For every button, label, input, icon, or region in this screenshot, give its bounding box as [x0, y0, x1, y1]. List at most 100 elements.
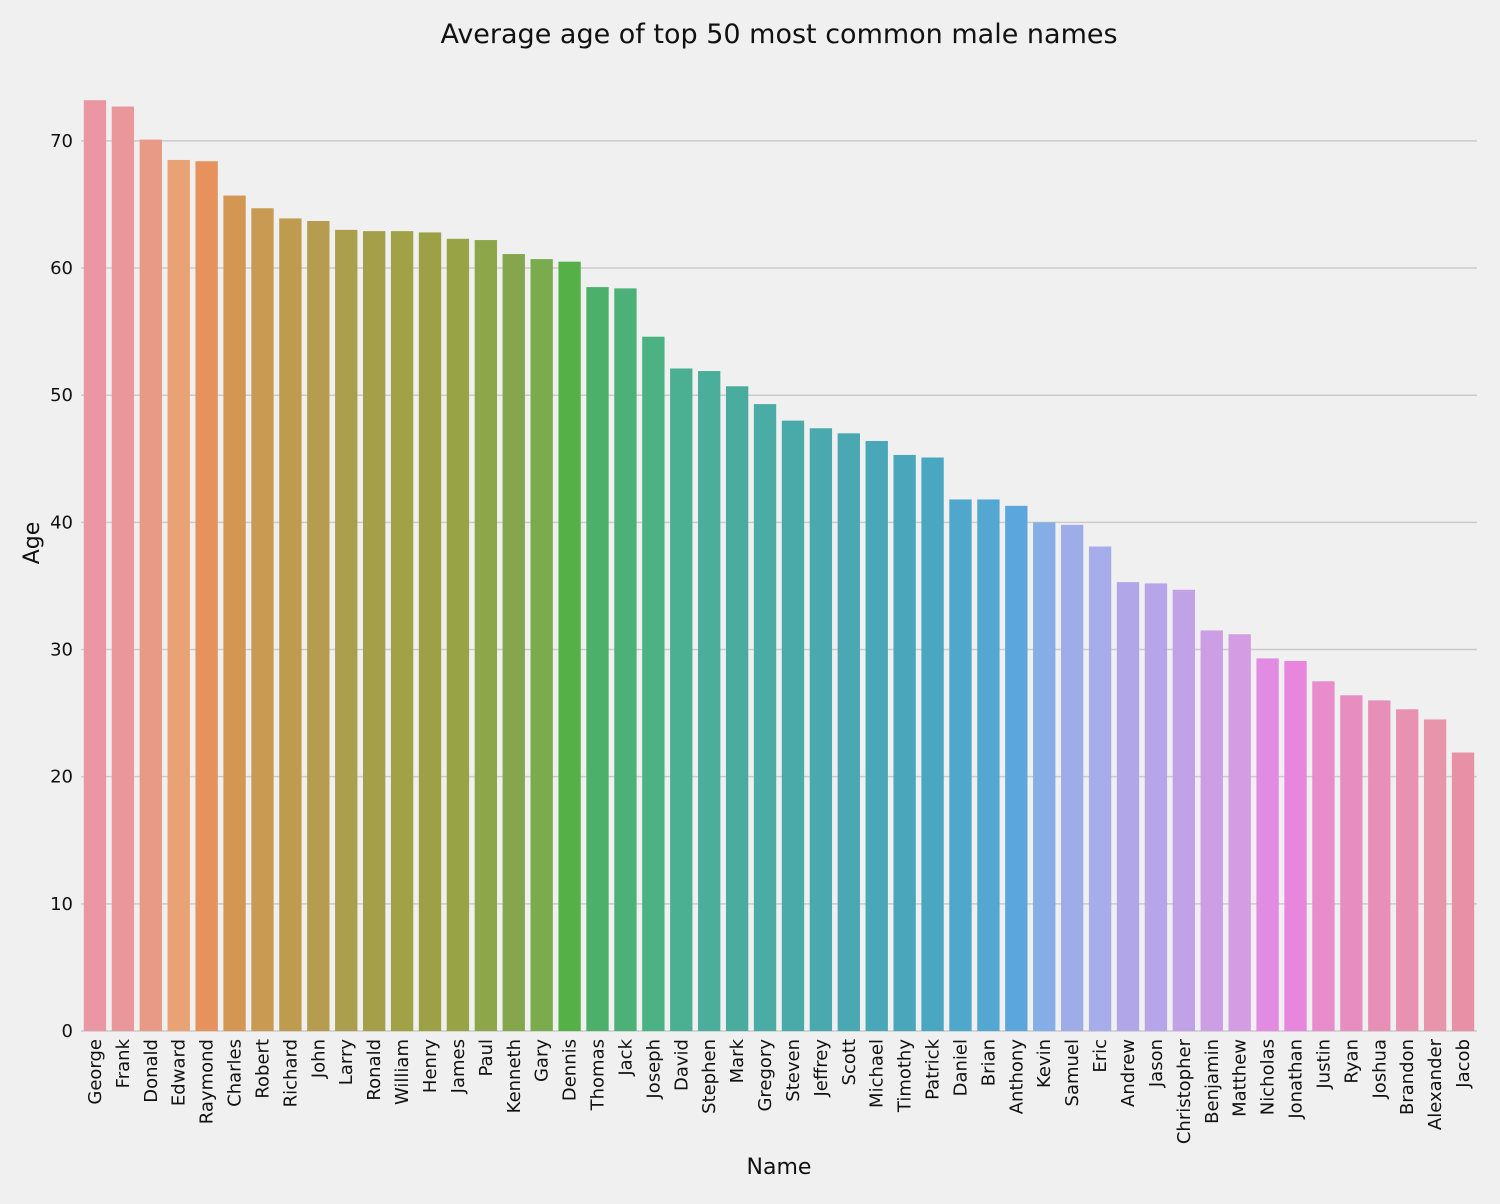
x-tick-label: Samuel — [1062, 1039, 1083, 1106]
bar-gary — [530, 259, 553, 1031]
bar-jacob — [1451, 752, 1475, 1031]
y-tick-label: 50 — [50, 385, 73, 406]
x-tick-label: Timothy — [895, 1039, 916, 1113]
bar-jeffrey — [809, 428, 833, 1031]
x-tick-label: Scott — [839, 1039, 860, 1085]
x-tick-label: Kevin — [1034, 1039, 1055, 1088]
x-tick-label: Justin — [1313, 1039, 1334, 1090]
bar-john — [307, 220, 330, 1031]
bars — [83, 100, 1475, 1032]
bar-scott — [837, 433, 860, 1031]
x-tick-label: Robert — [252, 1039, 273, 1099]
x-tick-label: Larry — [336, 1039, 357, 1086]
x-tick-label: Christopher — [1174, 1038, 1195, 1144]
x-tick-label: John — [308, 1039, 329, 1079]
bar-daniel — [949, 499, 972, 1031]
bar-anthony — [1005, 505, 1028, 1031]
bar-andrew — [1116, 582, 1140, 1031]
x-tick-label: Jason — [1146, 1039, 1167, 1088]
x-tick-label: Mark — [727, 1038, 748, 1083]
y-tick-label: 0 — [62, 1021, 73, 1042]
x-tick-label: Paul — [476, 1039, 497, 1077]
x-tick-label: Henry — [420, 1039, 441, 1093]
bar-william — [390, 231, 414, 1031]
bar-justin — [1312, 681, 1335, 1031]
bar-samuel — [1060, 524, 1084, 1031]
x-tick-label: Frank — [113, 1038, 134, 1088]
x-tick-label: James — [448, 1039, 469, 1094]
x-tick-label: Charles — [225, 1039, 246, 1107]
bar-matthew — [1228, 634, 1251, 1031]
bar-brandon — [1396, 709, 1419, 1031]
x-tick-label: Gregory — [755, 1039, 776, 1112]
x-tick-label: Gary — [532, 1039, 553, 1082]
x-tick-label: Ryan — [1341, 1039, 1362, 1084]
x-tick-label: Edward — [169, 1039, 190, 1106]
x-tick-label: Nicholas — [1258, 1039, 1279, 1115]
bar-christopher — [1172, 589, 1196, 1031]
x-tick-label: Steven — [783, 1039, 804, 1102]
x-tick-label: William — [392, 1039, 413, 1105]
x-tick-label: Ronald — [364, 1039, 385, 1101]
x-tick-label: Brian — [978, 1039, 999, 1086]
bar-richard — [279, 218, 302, 1031]
x-axis-label: Name — [747, 1155, 812, 1180]
bar-benjamin — [1200, 630, 1223, 1031]
x-tick-label: Andrew — [1118, 1039, 1139, 1107]
bar-steven — [781, 420, 805, 1032]
x-tick-label: George — [85, 1039, 106, 1105]
x-tick-label: Eric — [1090, 1039, 1111, 1073]
x-tick-label: Raymond — [197, 1039, 218, 1124]
bar-joseph — [642, 336, 665, 1031]
y-tick-label: 30 — [50, 640, 73, 661]
bar-donald — [139, 139, 162, 1031]
bar-charles — [223, 195, 246, 1031]
y-tick-label: 20 — [50, 767, 73, 788]
bar-henry — [418, 232, 442, 1031]
bar-jason — [1144, 583, 1168, 1031]
y-tick-labels: 0 10 20 30 40 50 60 70 — [50, 131, 73, 1042]
bar-alexander — [1423, 719, 1447, 1031]
x-tick-label: Benjamin — [1202, 1039, 1223, 1124]
bar-jonathan — [1284, 660, 1307, 1031]
y-tick-label: 40 — [50, 512, 73, 533]
bar-dennis — [558, 261, 581, 1031]
bar-ryan — [1340, 695, 1363, 1031]
y-tick-label: 70 — [50, 131, 73, 152]
bar-timothy — [893, 454, 916, 1031]
x-tick-label: Jeffrey — [811, 1039, 832, 1098]
bar-eric — [1088, 546, 1112, 1031]
x-tick-label: David — [671, 1039, 692, 1091]
bar-michael — [865, 440, 888, 1032]
bar-frank — [111, 106, 135, 1032]
x-tick-label: Donald — [141, 1039, 162, 1103]
x-tick-label: Matthew — [1230, 1039, 1251, 1117]
y-tick-label: 60 — [50, 258, 73, 279]
x-tick-label: Alexander — [1425, 1038, 1446, 1130]
bar-george — [83, 100, 107, 1031]
x-tick-label: Dennis — [560, 1039, 581, 1101]
bar-ronald — [362, 231, 386, 1031]
bar-nicholas — [1256, 658, 1279, 1031]
bar-kenneth — [502, 254, 525, 1031]
x-tick-labels: George Frank Donald Edward Raymond Charles Rob… — [85, 1038, 1474, 1144]
x-tick-label: Stephen — [699, 1039, 720, 1114]
x-tick-label: Brandon — [1397, 1039, 1418, 1115]
bar-mark — [725, 386, 749, 1031]
x-tick-label: Michael — [867, 1039, 888, 1108]
x-tick-label: Joseph — [643, 1039, 664, 1100]
bar-jack — [614, 288, 637, 1031]
x-tick-label: Patrick — [923, 1038, 944, 1099]
bar-gregory — [753, 404, 777, 1031]
x-tick-label: Richard — [280, 1039, 301, 1107]
bar-patrick — [921, 457, 944, 1031]
x-tick-label: Jacob — [1453, 1039, 1474, 1089]
bar-robert — [251, 208, 274, 1031]
x-tick-label: Thomas — [588, 1039, 609, 1111]
bar-paul — [474, 240, 498, 1032]
x-tick-label: Jonathan — [1286, 1039, 1307, 1120]
x-tick-label: Joshua — [1369, 1039, 1390, 1100]
bar-kevin — [1033, 522, 1056, 1031]
